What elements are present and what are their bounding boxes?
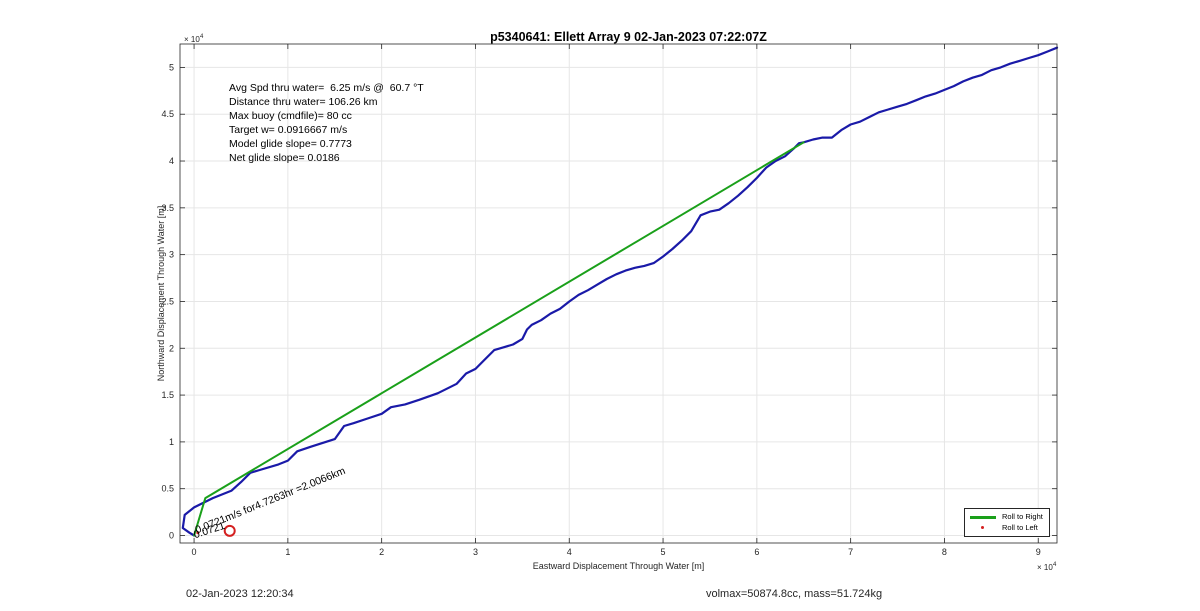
roll-right-line bbox=[193, 141, 805, 537]
stats-net-glide: Net glide slope= 0.0186 bbox=[229, 151, 340, 164]
y-tick-label: 0 bbox=[169, 531, 174, 541]
x-tick-label: 8 bbox=[942, 547, 947, 557]
x-axis-exponent: × 10 4 bbox=[1037, 562, 1057, 572]
plot-frame bbox=[179, 43, 1058, 544]
surface-position-marker bbox=[223, 524, 236, 537]
y-tick-label: 3.5 bbox=[161, 203, 174, 213]
series-layer bbox=[181, 46, 1059, 537]
stats-panel: Avg Spd thru water= 6.25 m/s @ 60.7 °T D… bbox=[229, 82, 424, 165]
marker-layer bbox=[196, 524, 236, 537]
x-tick-label: 4 bbox=[567, 547, 572, 557]
grid-lines bbox=[180, 44, 1057, 543]
stats-distance: Distance thru water= 106.26 km bbox=[229, 95, 378, 108]
x-exponent-base: × 10 bbox=[1037, 563, 1053, 572]
x-tick-label: 6 bbox=[754, 547, 759, 557]
y-tick-label: 2 bbox=[169, 343, 174, 353]
stats-target-w: Target w= 0.0916667 m/s bbox=[229, 123, 348, 136]
x-tick-label: 2 bbox=[379, 547, 384, 557]
track-line bbox=[181, 46, 1059, 537]
legend-item-roll-right: Roll to Right bbox=[965, 511, 1049, 522]
y-tick-label: 2.5 bbox=[161, 296, 174, 306]
y-tick-label: 3 bbox=[169, 250, 174, 260]
x-tick-label: 3 bbox=[473, 547, 478, 557]
y-tick-label: 1.5 bbox=[161, 390, 174, 400]
stats-avg-speed: Avg Spd thru water= 6.25 m/s @ 60.7 °T bbox=[229, 82, 424, 94]
footer-mass-info: volmax=50874.8cc, mass=51.724kg bbox=[706, 588, 883, 600]
legend-label-roll-right: Roll to Right bbox=[1002, 512, 1043, 521]
x-axis-label: Eastward Displacement Through Water [m] bbox=[533, 561, 705, 571]
axes bbox=[179, 43, 1058, 544]
y-exponent-base: × 10 bbox=[184, 35, 200, 44]
stats-model-glide: Model glide slope= 0.7773 bbox=[229, 137, 352, 150]
y-axis-exponent: × 10 4 bbox=[184, 34, 204, 44]
y-tick-label: 4 bbox=[169, 156, 174, 166]
y-tick-label: 0.5 bbox=[161, 484, 174, 494]
y-tick-label: 5 bbox=[169, 62, 174, 72]
chart-title: p5340641: Ellett Array 9 02-Jan-2023 07:… bbox=[490, 30, 767, 44]
legend-line-swatch bbox=[970, 516, 996, 519]
y-tick-label: 4.5 bbox=[161, 109, 174, 119]
y-axis-label: Northward Displacement Through Water [m] bbox=[156, 206, 166, 382]
legend: Roll to Right Roll to Left bbox=[964, 508, 1050, 537]
x-tick-label: 1 bbox=[285, 547, 290, 557]
y-tick-label: 1 bbox=[169, 437, 174, 447]
roll-left-point bbox=[196, 531, 200, 535]
x-tick-label: 7 bbox=[848, 547, 853, 557]
x-tick-label: 5 bbox=[661, 547, 666, 557]
legend-label-roll-left: Roll to Left bbox=[1002, 523, 1038, 532]
legend-item-roll-left: Roll to Left bbox=[965, 522, 1049, 533]
legend-dot-swatch bbox=[981, 526, 984, 529]
stats-max-buoy: Max buoy (cmdfile)= 80 cc bbox=[229, 109, 352, 122]
y-exponent-power: 4 bbox=[200, 34, 204, 40]
footer-timestamp: 02-Jan-2023 12:20:34 bbox=[186, 588, 294, 600]
x-tick-label: 0 bbox=[192, 547, 197, 557]
x-exponent-power: 4 bbox=[1053, 562, 1057, 568]
annotation-layer: 0.0721m/s for4.7263hr =2.0066km 0.0721 bbox=[192, 465, 347, 541]
x-tick-label: 9 bbox=[1036, 547, 1041, 557]
tick-labels: 0 1 2 3 4 5 6 7 8 9 0 0.5 1 1.5 2 2.5 3 3.5 4 4.5 5 bbox=[161, 62, 1040, 557]
